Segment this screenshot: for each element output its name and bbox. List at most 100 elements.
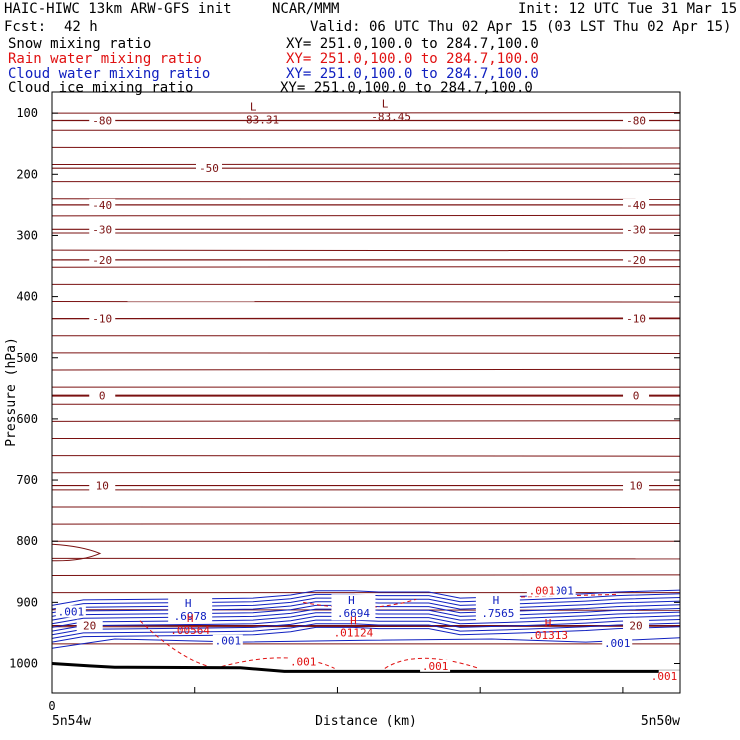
isotherm-label-bg <box>623 253 650 266</box>
temp-low-mark-1: L <box>382 97 389 110</box>
cloud-contour-9 <box>51 622 681 639</box>
y-tick-label-600: 600 <box>16 412 38 426</box>
isotherm-bg-23 <box>51 506 681 509</box>
isotherm-label--30: -30 <box>626 223 646 236</box>
rain-max-mark-2: H <box>545 617 552 630</box>
rain-label-bg <box>420 659 451 672</box>
rain-contour-2 <box>221 657 335 669</box>
isotherm-label-bg <box>89 389 116 402</box>
temp-low-value-0: -83.31 <box>239 113 279 126</box>
rain-contour-label-1: .001 <box>422 660 449 673</box>
cloud-contour-label-0: .001 <box>58 605 85 618</box>
isotherm-bg-11 <box>51 300 681 303</box>
x-end-label-right: 5n50w <box>641 714 680 729</box>
cloud-label-bg <box>55 605 86 618</box>
cloud-label-bg <box>212 634 243 647</box>
field-xy-rain: XY= 251.0,100.0 to 284.7,100.0 <box>286 51 539 67</box>
isotherm-label-10: 10 <box>629 480 642 493</box>
init-time: Init: 12 UTC Tue 31 Mar 15 <box>518 1 738 17</box>
cloud-contour-label-1: .001 <box>215 635 242 648</box>
isotherm-bg-27 <box>51 574 681 576</box>
isotherm-label-bg <box>89 312 116 325</box>
isotherm-label-bg <box>623 312 650 325</box>
isotherm-bg-14 <box>51 352 681 354</box>
isotherm-label--20: -20 <box>92 254 112 267</box>
y-tick-label-800: 800 <box>16 534 38 548</box>
rain-label-bg <box>288 655 319 668</box>
isotherm-label-bg <box>623 223 650 236</box>
cloud-max-bg <box>475 594 520 621</box>
rain-max-value-0: .00564 <box>170 624 210 637</box>
y-tick-label-1000: 1000 <box>9 657 38 671</box>
isotherm-bg-20 <box>51 455 681 457</box>
isotherm-label-bg <box>623 114 650 127</box>
isotherm-label--10: -10 <box>626 313 646 326</box>
isotherm-bg-15 <box>51 368 681 371</box>
cloud-contour-outer-bottom <box>51 637 681 649</box>
y-tick-label-900: 900 <box>16 595 38 609</box>
y-tick-label-400: 400 <box>16 290 38 304</box>
isotherm-bg-30 <box>51 625 681 628</box>
isotherm-bg-24 <box>51 522 681 525</box>
isotherm-bg-2 <box>51 146 681 149</box>
rain-max-value-1: .01124 <box>334 627 374 640</box>
cloud-max-bg <box>331 594 376 621</box>
isotherm-label--10: -10 <box>92 313 112 326</box>
isotherm-label-bg <box>623 479 650 492</box>
isotherm-label--40: -40 <box>92 199 112 212</box>
isotherm-label--80: -80 <box>626 114 646 127</box>
cloud-max-value-2: .7565 <box>481 607 514 620</box>
isotherm-bg-17 <box>51 403 681 406</box>
terrain-line <box>51 662 680 673</box>
cloud-max-mark-1: H <box>348 594 355 607</box>
rain-max-mark-1: H <box>350 615 357 628</box>
rain-contour-3 <box>384 657 480 669</box>
y-tick-label-300: 300 <box>16 228 38 242</box>
isotherm-bg-26 <box>51 557 681 560</box>
cloud-contour-label-3: .001 <box>604 637 631 650</box>
isotherm-label-bg <box>89 223 116 236</box>
isotherm-label--80: -80 <box>92 114 112 127</box>
isotherm-label-0: 0 <box>633 390 640 403</box>
temperature-isotherms <box>51 112 681 645</box>
field-name-snow: Snow mixing ratio <box>8 36 152 52</box>
cloud-contour-8 <box>51 619 681 636</box>
isotherm-label-bg <box>76 619 103 632</box>
isotherm-label-bg <box>89 253 116 266</box>
isotherm-bg-6 <box>51 214 681 217</box>
valid-time: Valid: 06 UTC Thu 02 Apr 15 (03 LST Thu … <box>310 19 732 35</box>
cloud-max-mark-2: H <box>493 594 500 607</box>
isotherm-bg-3 <box>51 163 681 166</box>
temp-low-value-1: -83.45 <box>371 110 411 123</box>
isotherm-label--30: -30 <box>92 223 112 236</box>
fcst-label: Fcst: <box>4 19 47 35</box>
rain-label-bg <box>658 670 689 683</box>
x-axis-title: Distance (km) <box>315 714 417 729</box>
field-name-cloud-water: Cloud water mixing ratio <box>8 66 211 82</box>
y-axis-title: Pressure (hPa) <box>4 337 19 447</box>
rain-contour-label-3: .001 <box>651 670 678 683</box>
isotherm-bg-0 <box>51 112 681 114</box>
field-xy-snow: XY= 251.0,100.0 to 284.7,100.0 <box>286 36 539 52</box>
x-tick-label-0: 0 <box>48 699 55 713</box>
isotherm-label-bg <box>623 389 650 402</box>
cloud-max-value-1: .6694 <box>337 607 370 620</box>
isotherm-bg-8 <box>51 249 681 252</box>
isotherm-label-20: 20 <box>83 620 96 633</box>
isotherm-label-bg <box>89 479 116 492</box>
cloud-max-mark-0: H <box>185 597 192 610</box>
x-end-label-left: 5n54w <box>52 714 91 729</box>
isotherm-bg-21 <box>51 471 681 474</box>
isotherm-label-bg <box>89 114 116 127</box>
y-tick-label-500: 500 <box>16 351 38 365</box>
isotherm-label-bg <box>89 198 116 211</box>
isotherm-label-20: 20 <box>629 620 642 633</box>
cloud-max-value-0: .6978 <box>174 610 207 623</box>
y-tick-label-100: 100 <box>16 106 38 120</box>
temp-low-mark-0: L <box>250 100 257 113</box>
y-tick-label-200: 200 <box>16 167 38 181</box>
isotherm-label--20: -20 <box>626 254 646 267</box>
y-tick-label-700: 700 <box>16 473 38 487</box>
